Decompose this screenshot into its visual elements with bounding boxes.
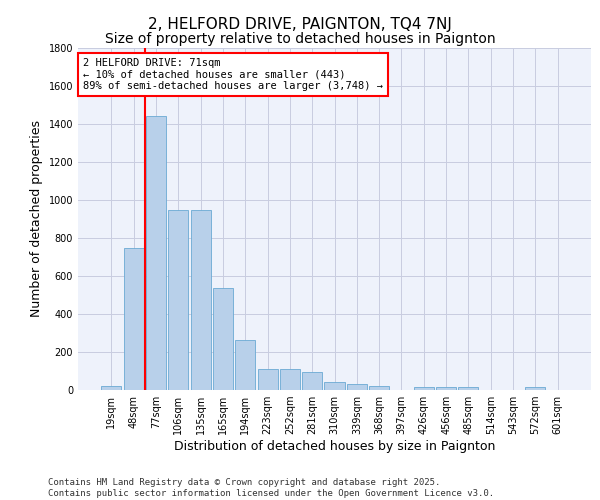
Bar: [369, 386, 389, 390]
Text: 2 HELFORD DRIVE: 71sqm
← 10% of detached houses are smaller (443)
89% of semi-de: 2 HELFORD DRIVE: 71sqm ← 10% of detached…: [83, 58, 383, 91]
Bar: [280, 369, 300, 390]
Bar: [458, 387, 478, 390]
Bar: [146, 116, 166, 390]
Y-axis label: Number of detached properties: Number of detached properties: [30, 120, 43, 318]
Bar: [235, 340, 255, 390]
Bar: [525, 386, 545, 390]
Bar: [257, 369, 278, 390]
Text: 2, HELFORD DRIVE, PAIGNTON, TQ4 7NJ: 2, HELFORD DRIVE, PAIGNTON, TQ4 7NJ: [148, 18, 452, 32]
Bar: [302, 372, 322, 390]
Text: Contains HM Land Registry data © Crown copyright and database right 2025.
Contai: Contains HM Land Registry data © Crown c…: [48, 478, 494, 498]
Bar: [325, 382, 344, 390]
Bar: [124, 248, 144, 390]
Bar: [436, 386, 456, 390]
Bar: [168, 210, 188, 390]
Bar: [191, 210, 211, 390]
Text: Size of property relative to detached houses in Paignton: Size of property relative to detached ho…: [104, 32, 496, 46]
X-axis label: Distribution of detached houses by size in Paignton: Distribution of detached houses by size …: [174, 440, 495, 453]
Bar: [347, 384, 367, 390]
Bar: [213, 288, 233, 390]
Bar: [101, 386, 121, 390]
Bar: [414, 387, 434, 390]
